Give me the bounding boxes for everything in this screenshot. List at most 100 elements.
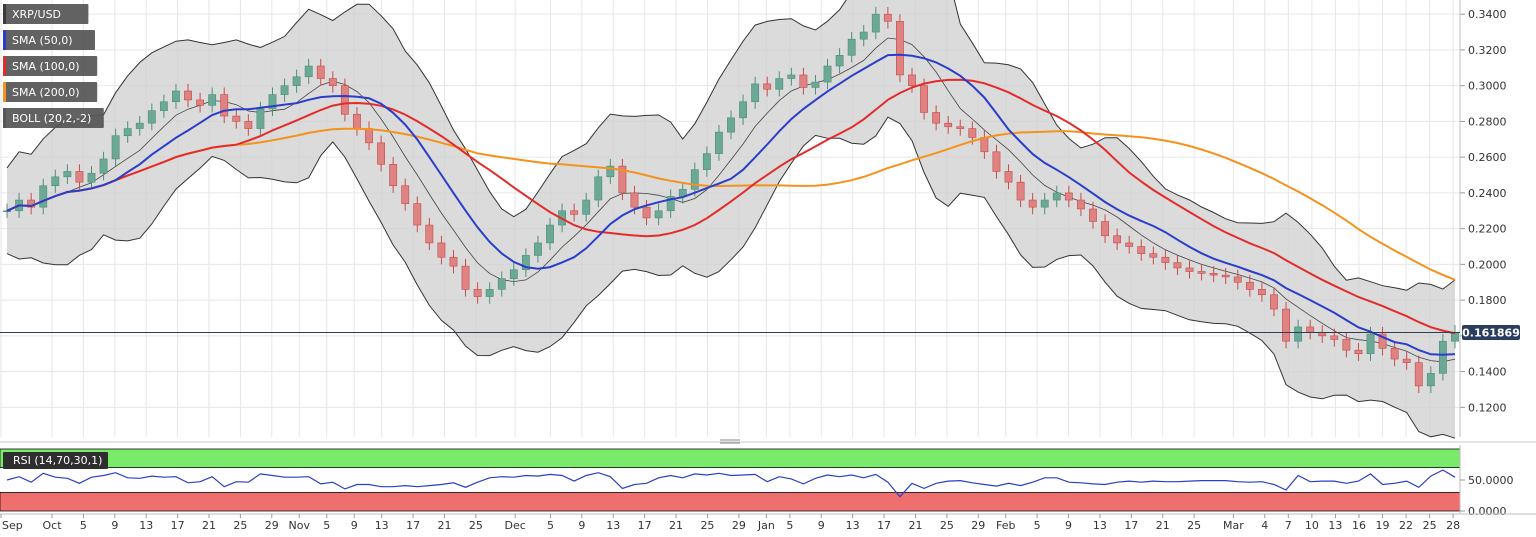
candle-body: [316, 65, 325, 79]
candle-body: [1028, 199, 1037, 208]
time-tick-label: Feb: [996, 519, 1015, 532]
candle-body: [1330, 335, 1339, 340]
candle-body: [859, 31, 868, 40]
candle-body: [1245, 281, 1254, 290]
legend-item-swatch: [3, 30, 6, 50]
candle-body: [473, 289, 482, 297]
time-tick-label: 9: [818, 519, 825, 532]
candle-body: [232, 115, 241, 122]
candle-body: [485, 289, 494, 297]
legend-item-label: SMA (50,0): [12, 34, 73, 47]
candle-body: [739, 101, 747, 119]
candle-body: [389, 163, 398, 187]
price-tick-label: 0.3000: [1468, 80, 1507, 93]
candle-body: [437, 242, 446, 258]
legend-item-box[interactable]: [3, 4, 89, 24]
candle-body: [401, 185, 410, 204]
candle-body: [1402, 358, 1411, 363]
rsi-legend-box[interactable]: [3, 452, 108, 469]
candle-body: [799, 74, 808, 88]
candle-body: [1173, 262, 1182, 269]
candle-body: [159, 101, 168, 111]
candle-body: [1306, 326, 1315, 333]
time-tick-label: Nov: [289, 519, 311, 532]
rsi-panel: RSI (14,70,30,1) 50.0000 0.0000: [0, 445, 1514, 518]
candle-body: [1197, 271, 1206, 274]
candle-body: [883, 13, 892, 22]
candle-body: [702, 153, 711, 170]
candle-body: [1354, 349, 1363, 355]
candle-body: [1438, 340, 1447, 374]
candle-body: [1076, 199, 1085, 210]
bollinger-lower-line: [6, 116, 1456, 439]
candle-body: [99, 158, 108, 174]
sma-50-line: [6, 53, 1456, 356]
candle-body: [956, 126, 965, 129]
candle-body: [292, 76, 301, 86]
legend-item-label: SMA (100,0): [12, 60, 80, 73]
time-tick-label: 7: [1285, 519, 1292, 532]
candle-body: [715, 131, 723, 154]
candle-body: [570, 210, 579, 215]
time-tick-label: 10: [1305, 519, 1319, 532]
candle-body: [208, 94, 217, 106]
time-tick-label: 29: [732, 519, 746, 532]
time-tick-label: 22: [1399, 519, 1413, 532]
candle-body: [123, 128, 132, 137]
candle-body: [534, 242, 542, 256]
time-tick-label: 29: [265, 519, 279, 532]
pane-divider[interactable]: [0, 439, 1536, 444]
legend-item-label: SMA (200,0): [12, 86, 80, 99]
legend-item-swatch: [3, 82, 6, 102]
candle-body: [39, 185, 48, 208]
candle-body: [377, 142, 386, 165]
time-tick-label: 29: [971, 519, 985, 532]
candle-body: [1185, 267, 1194, 272]
legend-item-swatch: [3, 4, 6, 24]
rsi-tick-label: 50.0000: [1468, 474, 1514, 487]
time-tick-label: 17: [1124, 519, 1138, 532]
candles: [3, 7, 1459, 394]
legend-item-box[interactable]: [3, 108, 104, 128]
candle-body: [75, 171, 84, 183]
candle-body: [1137, 246, 1146, 254]
candle-body: [1378, 333, 1387, 349]
candle-body: [1125, 242, 1134, 247]
candle-body: [582, 199, 591, 215]
candle-body: [196, 99, 205, 106]
price-tick-label: 0.1200: [1468, 401, 1507, 414]
rsi-line: [6, 469, 1456, 498]
candle-body: [992, 151, 1001, 172]
candle-body: [1233, 276, 1242, 283]
candle-body: [968, 128, 977, 138]
time-tick-label: 25: [233, 519, 247, 532]
candle-body: [666, 196, 675, 212]
candle-body: [944, 122, 953, 128]
legend-item-box[interactable]: [3, 82, 98, 102]
candle-body: [1294, 326, 1303, 342]
last-price-badge: [1462, 325, 1520, 341]
candle-body: [1064, 192, 1073, 201]
price-tick-label: 0.2400: [1468, 187, 1507, 200]
time-tick-label: 17: [171, 519, 185, 532]
candle-body: [184, 90, 192, 101]
time-tick-label: 16: [1352, 519, 1366, 532]
time-tick-label: 13: [139, 519, 153, 532]
candle-body: [147, 110, 156, 124]
candle-body: [618, 165, 627, 194]
candle-body: [811, 81, 820, 88]
candle-body: [1004, 171, 1013, 183]
candle-body: [135, 122, 144, 129]
time-tick-label: 13: [1328, 519, 1342, 532]
price-tick-label: 0.2800: [1468, 115, 1507, 128]
price-axis: 0.3400 0.3200 0.3000 0.2800 0.2600 0.2400 0.22…: [1459, 0, 1507, 437]
legend-item-box[interactable]: [3, 30, 95, 50]
legend-item-box[interactable]: [3, 56, 98, 76]
price-tick-label: 0.2200: [1468, 223, 1507, 236]
legend[interactable]: XRP/USD SMA (50,0) SMA (100,0) SMA (200,0) B…: [3, 4, 104, 128]
candle-body: [51, 176, 60, 187]
candle-body: [775, 78, 784, 90]
candle-body: [1366, 333, 1375, 355]
legend-item-label: BOLL (20,2,-2): [12, 112, 91, 125]
